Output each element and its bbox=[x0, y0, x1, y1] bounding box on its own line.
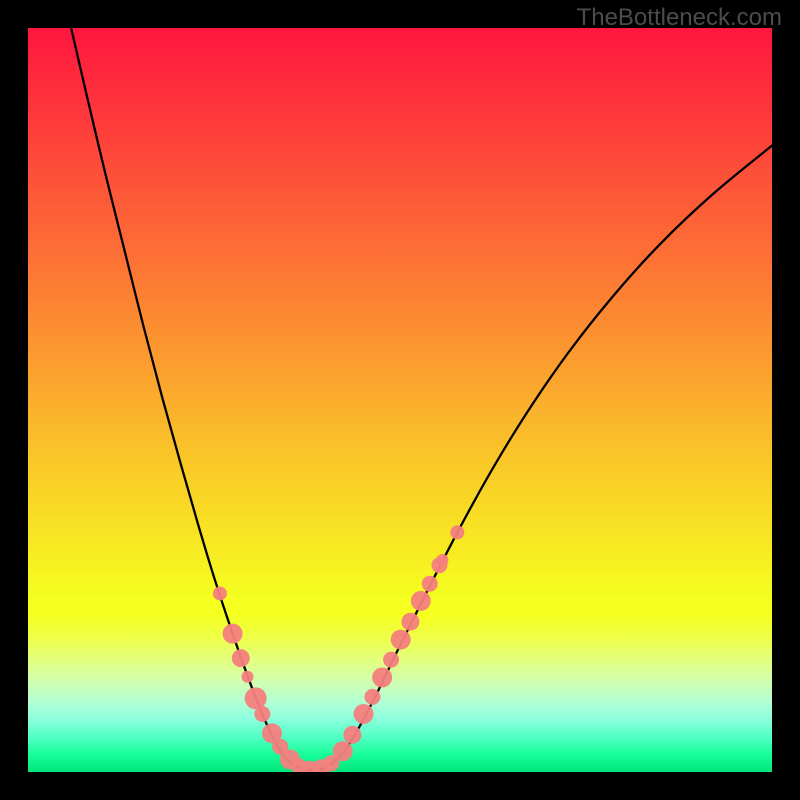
data-marker bbox=[254, 706, 270, 722]
data-marker bbox=[232, 649, 250, 667]
data-marker bbox=[436, 554, 448, 566]
data-marker bbox=[213, 586, 227, 600]
data-marker bbox=[383, 652, 399, 668]
plot-svg bbox=[28, 28, 772, 772]
data-marker bbox=[343, 726, 361, 744]
data-marker bbox=[450, 525, 464, 539]
data-marker bbox=[411, 591, 431, 611]
data-marker bbox=[223, 624, 243, 644]
data-marker bbox=[241, 671, 253, 683]
data-marker bbox=[422, 576, 438, 592]
gradient-background bbox=[28, 28, 772, 772]
data-marker bbox=[354, 704, 374, 724]
data-marker bbox=[372, 668, 392, 688]
data-marker bbox=[401, 613, 419, 631]
chart-frame: TheBottleneck.com bbox=[0, 0, 800, 800]
data-marker bbox=[364, 689, 380, 705]
data-marker bbox=[391, 630, 411, 650]
data-marker bbox=[333, 741, 353, 761]
